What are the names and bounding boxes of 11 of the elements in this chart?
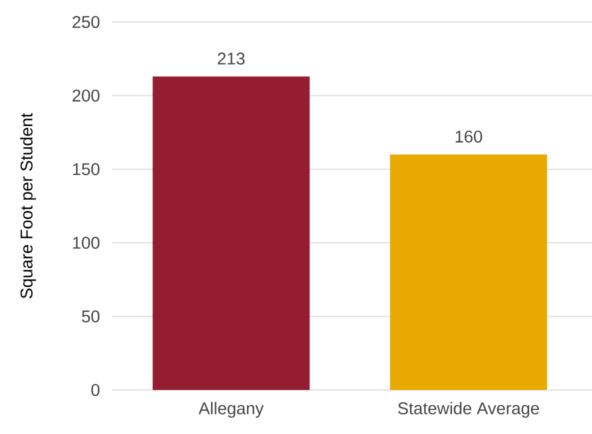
- x-tick-label: Allegany: [198, 402, 264, 418]
- y-tick-label: 0: [91, 384, 100, 396]
- x-tick-label: Statewide Average: [398, 402, 539, 418]
- y-tick-label: 50: [82, 310, 100, 322]
- y-tick-label: 200: [72, 90, 100, 102]
- y-axis-title: Square Foot per Student: [20, 113, 36, 298]
- y-tick-label: 100: [73, 236, 100, 249]
- y-tick-label: 250: [72, 16, 100, 28]
- data-label: 213: [218, 52, 245, 65]
- data-label: 160: [456, 130, 482, 143]
- y-tick-label: 150: [73, 163, 100, 176]
